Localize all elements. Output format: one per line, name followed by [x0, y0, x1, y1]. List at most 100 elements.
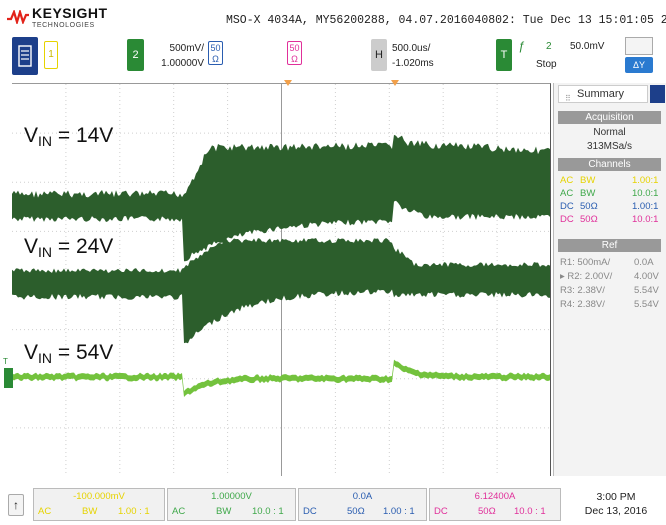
drag-handle-icon: ⠿: [565, 94, 571, 103]
ref-name: ▸ R2: 2.00V/: [560, 271, 613, 282]
softkey-value: 1.00000V: [211, 491, 252, 502]
channel-3-softkey[interactable]: 0.0A DC 50Ω 1.00 : 1: [298, 488, 427, 521]
channel-bw: 50Ω: [580, 201, 598, 212]
panel-menu-button[interactable]: [650, 85, 665, 103]
vin-label-54v: VIN = 54V: [24, 341, 114, 366]
ref-row[interactable]: ▸ R2: 2.00V/4.00V: [558, 270, 663, 283]
channels-header: Channels: [558, 158, 661, 171]
bottom-bar: ↑ -100.000mV AC BW 1.00 : 1 1.00000V AC BW 10.0…: [0, 484, 666, 525]
channel-ratio: 10.0:1: [632, 214, 659, 225]
acquisition-mode: Normal: [593, 127, 626, 138]
impedance-value: 50: [210, 43, 221, 53]
softkey-b: BW: [216, 506, 232, 517]
softkey-value: 0.0A: [352, 491, 373, 502]
softkey-a: DC: [303, 506, 317, 517]
channel-summary-row[interactable]: AC BW 10.0:1: [558, 187, 663, 200]
trigger-slope-icon: ƒ: [518, 39, 525, 53]
brand-name: KEYSIGHT: [32, 5, 108, 21]
ref-value: 4.00V: [634, 271, 659, 282]
acquisition-rate: 313MSa/s: [586, 141, 633, 152]
trigger-button[interactable]: T: [496, 39, 512, 71]
channel-4-impedance[interactable]: 50 Ω: [287, 41, 302, 65]
channel-summary-row[interactable]: DC 50Ω 10.0:1: [558, 213, 663, 226]
acquisition-header: Acquisition: [558, 111, 661, 124]
softkey-a: DC: [434, 506, 448, 517]
trigger-position-marker[interactable]: [284, 80, 292, 86]
impedance-unit: Ω: [212, 54, 219, 64]
waveform-display[interactable]: VIN = 14V VIN = 24V VIN = 54V: [12, 83, 551, 476]
brand-subtitle: TECHNOLOGIES: [32, 22, 95, 29]
vin-label-24v: VIN = 24V: [24, 235, 114, 260]
softkey-value: -100.000mV: [73, 491, 125, 502]
menu-icon: [18, 45, 32, 67]
softkey-b: BW: [82, 506, 98, 517]
ref-row[interactable]: R3: 2.38V/5.54V: [558, 284, 663, 297]
keysight-wave-icon: [7, 10, 29, 24]
channel-coupling: AC: [560, 175, 574, 186]
keysight-logo: KEYSIGHT TECHNOLOGIES: [6, 4, 126, 34]
channel-2-scale[interactable]: 500mV/ 1.00000V: [150, 41, 204, 71]
channel-1-button[interactable]: 1: [44, 41, 58, 69]
softkey-c: 10.0 : 1: [514, 506, 546, 517]
waveform-canvas: [12, 84, 550, 476]
softkey-c: 10.0 : 1: [252, 506, 284, 517]
summary-panel: ⠿ Summary Acquisition Normal 313MSa/s Ch…: [553, 83, 666, 476]
ref-value: 5.54V: [634, 299, 659, 310]
ref-header: Ref: [558, 239, 661, 252]
ref-row[interactable]: R1: 500mA/0.0A: [558, 256, 663, 269]
channel-4-softkey[interactable]: 6.12400A DC 50Ω 10.0 : 1: [429, 488, 561, 521]
softkey-b: 50Ω: [347, 506, 365, 517]
up-arrow-icon[interactable]: ↑: [8, 494, 24, 516]
softkey-c: 1.00 : 1: [383, 506, 415, 517]
channel-3-impedance[interactable]: 50 Ω: [208, 41, 223, 65]
softkey-c: 1.00 : 1: [118, 506, 150, 517]
horizontal-settings[interactable]: 500.0us/ -1.020ms: [392, 41, 434, 71]
vin-label-14v: VIN = 14V: [24, 124, 114, 149]
ref-name: R1: 500mA/: [560, 257, 611, 268]
ref-row[interactable]: R4: 2.38V/5.54V: [558, 298, 663, 311]
channel-coupling: DC: [560, 214, 574, 225]
ref-value: 5.54V: [634, 285, 659, 296]
impedance-unit: Ω: [291, 54, 298, 64]
channel-2-ground-marker[interactable]: [4, 368, 13, 388]
channel-bw: BW: [580, 188, 596, 199]
clock: 3:00 PM Dec 13, 2016: [571, 490, 661, 518]
channel-summary-row[interactable]: AC BW 1.00:1: [558, 174, 663, 187]
trace-vin-14v: [12, 134, 550, 262]
trace-vin-54v: [12, 359, 550, 397]
ref-name: R3: 2.38V/: [560, 285, 605, 296]
display-toggle-icon[interactable]: [625, 37, 653, 55]
delay-position-marker[interactable]: [391, 80, 399, 86]
softkey-value: 6.12400A: [474, 491, 516, 502]
trigger-source: 2: [546, 41, 552, 52]
channel-ratio: 1.00:1: [632, 175, 659, 186]
softkey-b: 50Ω: [478, 506, 496, 517]
channel-coupling: DC: [560, 201, 574, 212]
control-bar: 1 2 500mV/ 1.00000V 50 Ω 50 Ω H 500.0us/…: [0, 36, 666, 80]
trace-vin-24v: [12, 238, 550, 344]
softkey-a: AC: [172, 506, 186, 517]
channel-2-offset: 1.00000V: [161, 58, 204, 69]
ground-marker-label: T: [3, 357, 8, 366]
impedance-value: 50: [289, 43, 300, 53]
channel-2-volts-per-div: 500mV/: [169, 43, 204, 54]
softkey-a: AC: [38, 506, 52, 517]
channel-1-softkey[interactable]: -100.000mV AC BW 1.00 : 1: [33, 488, 165, 521]
summary-tab[interactable]: ⠿ Summary: [558, 85, 648, 103]
channel-2-button[interactable]: 2: [127, 39, 144, 71]
delta-measure-button[interactable]: ΔY: [625, 57, 653, 73]
channel-bw: BW: [580, 175, 596, 186]
menu-button[interactable]: [12, 37, 38, 75]
channel-coupling: AC: [560, 188, 574, 199]
ref-value: 0.0A: [634, 257, 654, 268]
timebase-value: 500.0us/: [392, 43, 431, 54]
trigger-level[interactable]: 50.0mV: [570, 41, 605, 52]
channel-summary-row[interactable]: DC 50Ω 1.00:1: [558, 200, 663, 213]
ref-name: R4: 2.38V/: [560, 299, 605, 310]
channel-ratio: 10.0:1: [632, 188, 659, 199]
delay-value: -1.020ms: [392, 58, 434, 69]
run-state: Stop: [536, 59, 557, 70]
channel-2-softkey[interactable]: 1.00000V AC BW 10.0 : 1: [167, 488, 296, 521]
horizontal-button[interactable]: H: [371, 39, 387, 71]
channel-bw: 50Ω: [580, 214, 598, 225]
